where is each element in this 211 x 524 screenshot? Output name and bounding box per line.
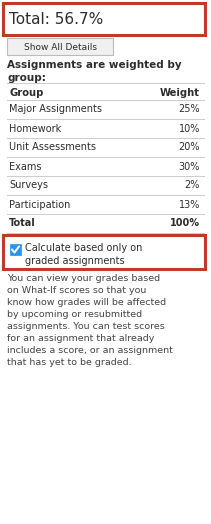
Text: Weight: Weight — [160, 88, 200, 98]
Text: Total: Total — [9, 219, 36, 228]
Text: Homework: Homework — [9, 124, 61, 134]
Text: Assignments are weighted by
group:: Assignments are weighted by group: — [7, 60, 182, 83]
Text: 20%: 20% — [179, 143, 200, 152]
Text: Major Assignments: Major Assignments — [9, 104, 102, 115]
FancyBboxPatch shape — [7, 38, 113, 55]
Text: Unit Assessments: Unit Assessments — [9, 143, 96, 152]
Text: Exams: Exams — [9, 161, 42, 171]
FancyBboxPatch shape — [3, 3, 205, 35]
Text: Group: Group — [9, 88, 43, 98]
Text: Surveys: Surveys — [9, 180, 48, 191]
Text: 10%: 10% — [179, 124, 200, 134]
Text: 13%: 13% — [179, 200, 200, 210]
Text: Total: 56.7%: Total: 56.7% — [9, 13, 103, 27]
Text: Show All Details: Show All Details — [23, 42, 96, 51]
Text: You can view your grades based
on What-If scores so that you
know how grades wil: You can view your grades based on What-I… — [7, 274, 173, 367]
Text: Participation: Participation — [9, 200, 70, 210]
Text: Calculate based only on
graded assignments: Calculate based only on graded assignmen… — [25, 243, 142, 266]
Text: 100%: 100% — [170, 219, 200, 228]
FancyBboxPatch shape — [10, 244, 21, 255]
Text: 30%: 30% — [179, 161, 200, 171]
Text: 2%: 2% — [185, 180, 200, 191]
Text: 25%: 25% — [178, 104, 200, 115]
FancyBboxPatch shape — [3, 235, 205, 269]
